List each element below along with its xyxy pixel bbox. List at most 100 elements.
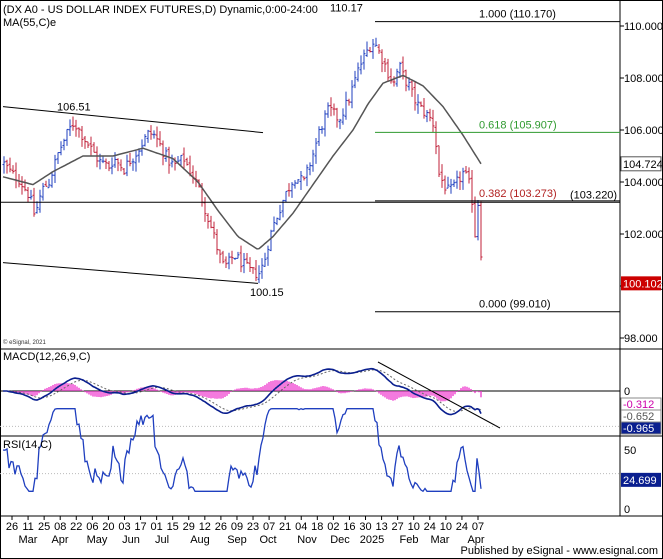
x-day-label: 24	[456, 521, 468, 533]
x-day-label: 12	[199, 521, 211, 533]
macd-value-label: -0.652	[623, 411, 654, 423]
price-bar	[134, 150, 138, 172]
price-bar	[263, 252, 267, 267]
price-bar	[365, 41, 369, 57]
price-bar	[377, 43, 381, 54]
price-bar	[398, 61, 402, 78]
macd-value-label: -0.965	[623, 423, 654, 435]
price-bar	[50, 171, 54, 188]
price-bar	[446, 176, 450, 189]
fib-label: 0.382 (103.273)	[479, 188, 557, 200]
price-bar	[359, 55, 363, 75]
annotation-high-1: 106.51	[57, 102, 91, 114]
price-bar	[236, 251, 240, 259]
x-day-label: 26	[215, 521, 227, 533]
price-bar	[233, 257, 237, 260]
copyright-note: © eSignal, 2021	[3, 339, 46, 346]
price-bar	[65, 128, 69, 146]
y-axis: 110.000108.000106.000104.000102.000100.0…	[620, 21, 663, 345]
price-bar	[362, 49, 366, 70]
price-bar	[14, 162, 18, 189]
x-day-label: 24	[424, 521, 436, 533]
price-bar	[284, 190, 288, 202]
price-bar	[5, 159, 9, 174]
price-bar	[242, 253, 246, 274]
price-bar	[311, 149, 315, 172]
price-bar	[461, 167, 465, 190]
price-bar	[86, 141, 90, 149]
x-day-label: 22	[70, 521, 82, 533]
x-day-label: 11	[22, 521, 33, 533]
price-bar	[212, 221, 216, 239]
x-month-label: Oct	[259, 534, 276, 546]
price-bar	[437, 145, 441, 178]
ma-value-label: 104.724	[623, 159, 663, 171]
x-day-label: 20	[102, 521, 114, 533]
price-bar	[164, 147, 168, 162]
price-bar	[404, 69, 408, 92]
price-bar	[275, 217, 279, 226]
price-bar	[107, 161, 111, 172]
price-bar	[161, 140, 165, 166]
price-bar	[467, 167, 471, 184]
x-day-label: 10	[440, 521, 452, 533]
price-bar	[8, 157, 12, 173]
price-bar	[407, 77, 411, 91]
price-bar	[335, 107, 339, 128]
x-day-label: 23	[247, 521, 259, 533]
price-bar	[419, 101, 423, 108]
rsi-tick-label: 0	[624, 504, 630, 516]
x-month-label: Sep	[227, 534, 247, 546]
x-day-label: 10	[408, 521, 420, 533]
x-month-label: Mar	[431, 534, 450, 546]
price-bar	[296, 179, 300, 184]
price-bar	[182, 147, 186, 170]
x-day-label: 08	[54, 521, 66, 533]
price-bar	[155, 126, 159, 148]
x-month-label: Dec	[330, 534, 350, 546]
price-bar	[77, 127, 81, 138]
x-month-label: Apr	[51, 534, 68, 546]
price-bar	[104, 158, 108, 170]
y-tick-label: 110.000	[624, 21, 663, 33]
fib-label: 0.000 (99.010)	[479, 299, 551, 311]
price-bar	[383, 57, 387, 72]
x-month-label: Apr	[467, 534, 484, 546]
price-bar	[389, 68, 393, 84]
x-day-label: 16	[343, 521, 355, 533]
x-day-label: 30	[359, 521, 371, 533]
price-bar	[431, 109, 435, 133]
price-bar	[314, 137, 318, 164]
x-day-label: 25	[38, 521, 50, 533]
price-bar	[416, 94, 420, 114]
x-month-label: Mar	[19, 534, 38, 546]
price-bar	[341, 108, 345, 125]
price-bar	[137, 148, 141, 163]
price-bar	[203, 197, 207, 222]
price-bar	[353, 70, 357, 89]
price-bar	[374, 37, 378, 47]
ma-legend: MA(55,C)e	[3, 17, 56, 29]
rsi-value-box	[621, 472, 661, 487]
price-bar	[350, 80, 354, 109]
price-bar	[260, 258, 264, 279]
price-bar	[80, 126, 84, 147]
rsi-value-label: 24.699	[623, 475, 657, 487]
macd-zero-label: 0	[624, 386, 630, 398]
price-bar	[251, 267, 255, 274]
x-day-label: 13	[375, 521, 387, 533]
x-day-label: 06	[86, 521, 98, 533]
price-bar	[449, 178, 453, 194]
x-month-label: 2025	[360, 534, 384, 546]
price-bar	[119, 159, 123, 172]
x-month-label: Jul	[155, 534, 169, 546]
price-bar	[458, 171, 462, 190]
price-bar	[410, 79, 414, 97]
price-bar	[83, 135, 87, 149]
price-bar	[149, 125, 153, 140]
macd-value-label: -0.312	[623, 399, 654, 411]
x-day-label: 15	[167, 521, 179, 533]
price-bar	[89, 136, 93, 156]
price-bar	[47, 178, 51, 189]
price-bar	[56, 152, 60, 164]
